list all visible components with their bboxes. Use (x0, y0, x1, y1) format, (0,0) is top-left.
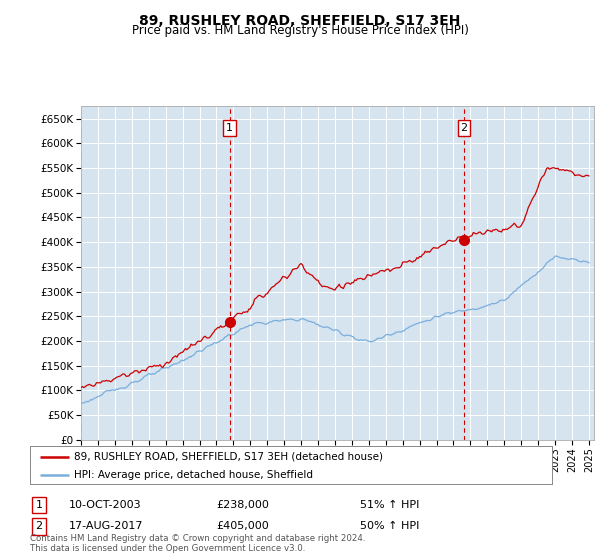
Text: 1: 1 (226, 123, 233, 133)
Text: Contains HM Land Registry data © Crown copyright and database right 2024.
This d: Contains HM Land Registry data © Crown c… (30, 534, 365, 553)
Text: 89, RUSHLEY ROAD, SHEFFIELD, S17 3EH: 89, RUSHLEY ROAD, SHEFFIELD, S17 3EH (139, 14, 461, 28)
Text: 51% ↑ HPI: 51% ↑ HPI (360, 500, 419, 510)
Text: £405,000: £405,000 (216, 521, 269, 531)
Text: 2: 2 (460, 123, 467, 133)
Text: 50% ↑ HPI: 50% ↑ HPI (360, 521, 419, 531)
Text: 17-AUG-2017: 17-AUG-2017 (69, 521, 143, 531)
Text: HPI: Average price, detached house, Sheffield: HPI: Average price, detached house, Shef… (74, 470, 313, 480)
Text: £238,000: £238,000 (216, 500, 269, 510)
Text: 89, RUSHLEY ROAD, SHEFFIELD, S17 3EH (detached house): 89, RUSHLEY ROAD, SHEFFIELD, S17 3EH (de… (74, 451, 383, 461)
Text: Price paid vs. HM Land Registry's House Price Index (HPI): Price paid vs. HM Land Registry's House … (131, 24, 469, 37)
Text: 2: 2 (35, 521, 43, 531)
Text: 10-OCT-2003: 10-OCT-2003 (69, 500, 142, 510)
Text: 1: 1 (35, 500, 43, 510)
